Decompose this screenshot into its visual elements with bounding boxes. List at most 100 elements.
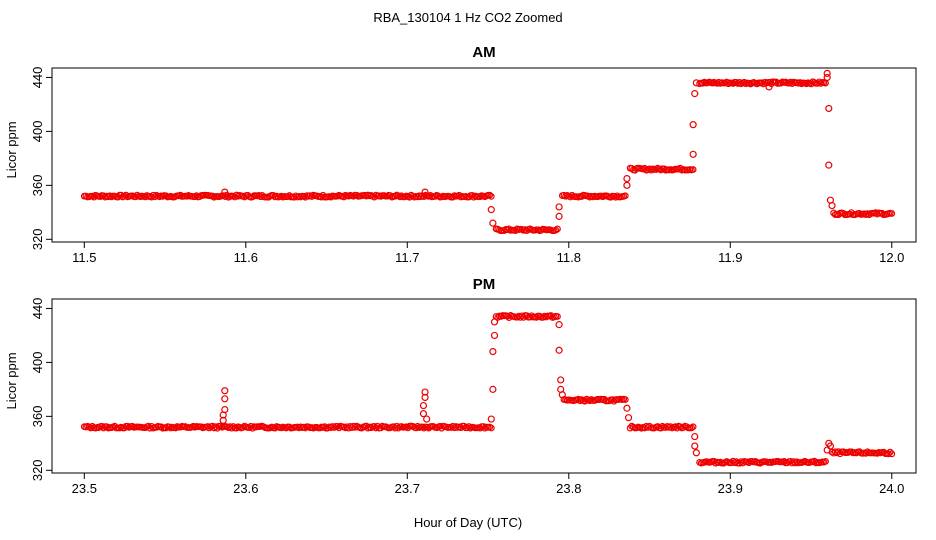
pm-point — [103, 423, 111, 431]
am-point — [221, 188, 229, 196]
pm-point — [833, 449, 841, 457]
pm-point — [367, 424, 375, 432]
am-point — [420, 193, 428, 200]
pm-point — [271, 424, 279, 432]
am-point — [846, 210, 854, 218]
pm-point — [520, 313, 527, 321]
pm-point — [172, 424, 180, 432]
am-point — [839, 209, 847, 217]
am-point — [141, 193, 149, 201]
pm-point — [148, 422, 155, 430]
pm-point — [239, 423, 247, 431]
am-point — [578, 193, 586, 200]
pm-ytick-label: 440 — [30, 298, 45, 320]
pm-point — [229, 423, 237, 430]
am-point — [567, 193, 574, 201]
am-point — [729, 80, 737, 87]
am-point — [740, 78, 748, 86]
am-point — [449, 193, 457, 201]
am-point — [888, 210, 896, 217]
am-point — [257, 193, 264, 201]
am-point — [715, 78, 723, 86]
am-point — [117, 191, 125, 199]
pm-point — [667, 423, 674, 430]
pm-point — [676, 423, 684, 431]
panel-am-axes: 11.5 11.6 11.7 11.8 11.9 12.0 320 360 400 440 — [30, 67, 904, 265]
pm-point — [346, 423, 354, 430]
am-point — [777, 79, 785, 87]
pm-point — [780, 458, 788, 465]
am-point — [90, 193, 98, 201]
am-point — [787, 78, 794, 86]
pm-point — [712, 459, 719, 467]
pm-point — [555, 321, 563, 329]
am-xtick-label: 11.8 — [557, 250, 581, 265]
pm-point — [555, 346, 563, 354]
pm-point — [245, 424, 253, 431]
am-point — [734, 80, 742, 87]
pm-point — [737, 458, 745, 466]
am-point — [623, 175, 631, 183]
pm-point — [204, 423, 212, 430]
am-point — [151, 193, 159, 201]
pm-point — [351, 423, 359, 431]
am-point — [828, 201, 836, 210]
am-point — [249, 193, 256, 201]
am-point — [766, 78, 774, 86]
pm-point — [414, 422, 421, 430]
am-point — [465, 193, 473, 201]
pm-point — [87, 424, 95, 432]
pm-point — [490, 318, 499, 326]
am-xtick-label: 11.7 — [395, 250, 419, 265]
pm-point — [476, 424, 484, 432]
pm-xtick-label: 24.0 — [879, 481, 904, 496]
pm-point — [626, 424, 634, 432]
pm-point — [790, 458, 798, 466]
pm-point — [728, 459, 735, 467]
pm-point — [745, 459, 753, 467]
panel-am-title: AM — [472, 44, 495, 61]
pm-point — [221, 395, 229, 403]
pm-point — [557, 376, 565, 384]
pm-point — [146, 424, 154, 432]
pm-point — [463, 424, 471, 432]
am-ytick-label: 320 — [30, 228, 45, 250]
pm-point — [621, 396, 629, 404]
pm-point — [343, 423, 351, 431]
panel-pm-title: PM — [473, 276, 496, 293]
pm-point — [219, 411, 227, 419]
pm-point — [691, 442, 699, 450]
pm-xtick-label: 23.9 — [718, 481, 743, 496]
am-point — [878, 209, 886, 217]
am-ytick-label: 440 — [30, 67, 45, 89]
pm-point — [447, 424, 455, 431]
pm-point — [393, 422, 401, 430]
am-point — [162, 192, 170, 200]
pm-point — [886, 448, 894, 456]
am-point — [788, 80, 796, 87]
panel-am: AM Licor ppm 11.5 11.6 11.7 11.8 11.9 12.0 320… — [4, 44, 917, 265]
am-point — [554, 225, 561, 233]
pm-point — [451, 424, 458, 432]
am-point — [489, 219, 497, 227]
pm-point — [419, 410, 428, 418]
am-point — [823, 69, 831, 78]
am-point — [691, 90, 699, 98]
am-point — [689, 121, 697, 129]
am-point — [652, 166, 660, 174]
am-point — [391, 192, 399, 200]
pm-point — [608, 396, 616, 404]
am-xtick-label: 11.9 — [718, 250, 742, 265]
am-point — [318, 193, 325, 201]
pm-point — [624, 414, 633, 422]
am-point — [657, 166, 665, 174]
am-point — [221, 193, 229, 201]
pm-point — [586, 397, 594, 405]
pm-point — [689, 423, 697, 431]
pm-point — [412, 424, 420, 432]
am-point — [872, 209, 880, 217]
panel-pm: PM Licor ppm 23.5 23.6 23.7 23.8 23.9 24.0 320… — [4, 276, 917, 496]
pm-point — [247, 422, 255, 430]
figure-title: RBA_130104 1 Hz CO2 Zoomed — [373, 10, 562, 25]
am-point — [290, 193, 298, 201]
